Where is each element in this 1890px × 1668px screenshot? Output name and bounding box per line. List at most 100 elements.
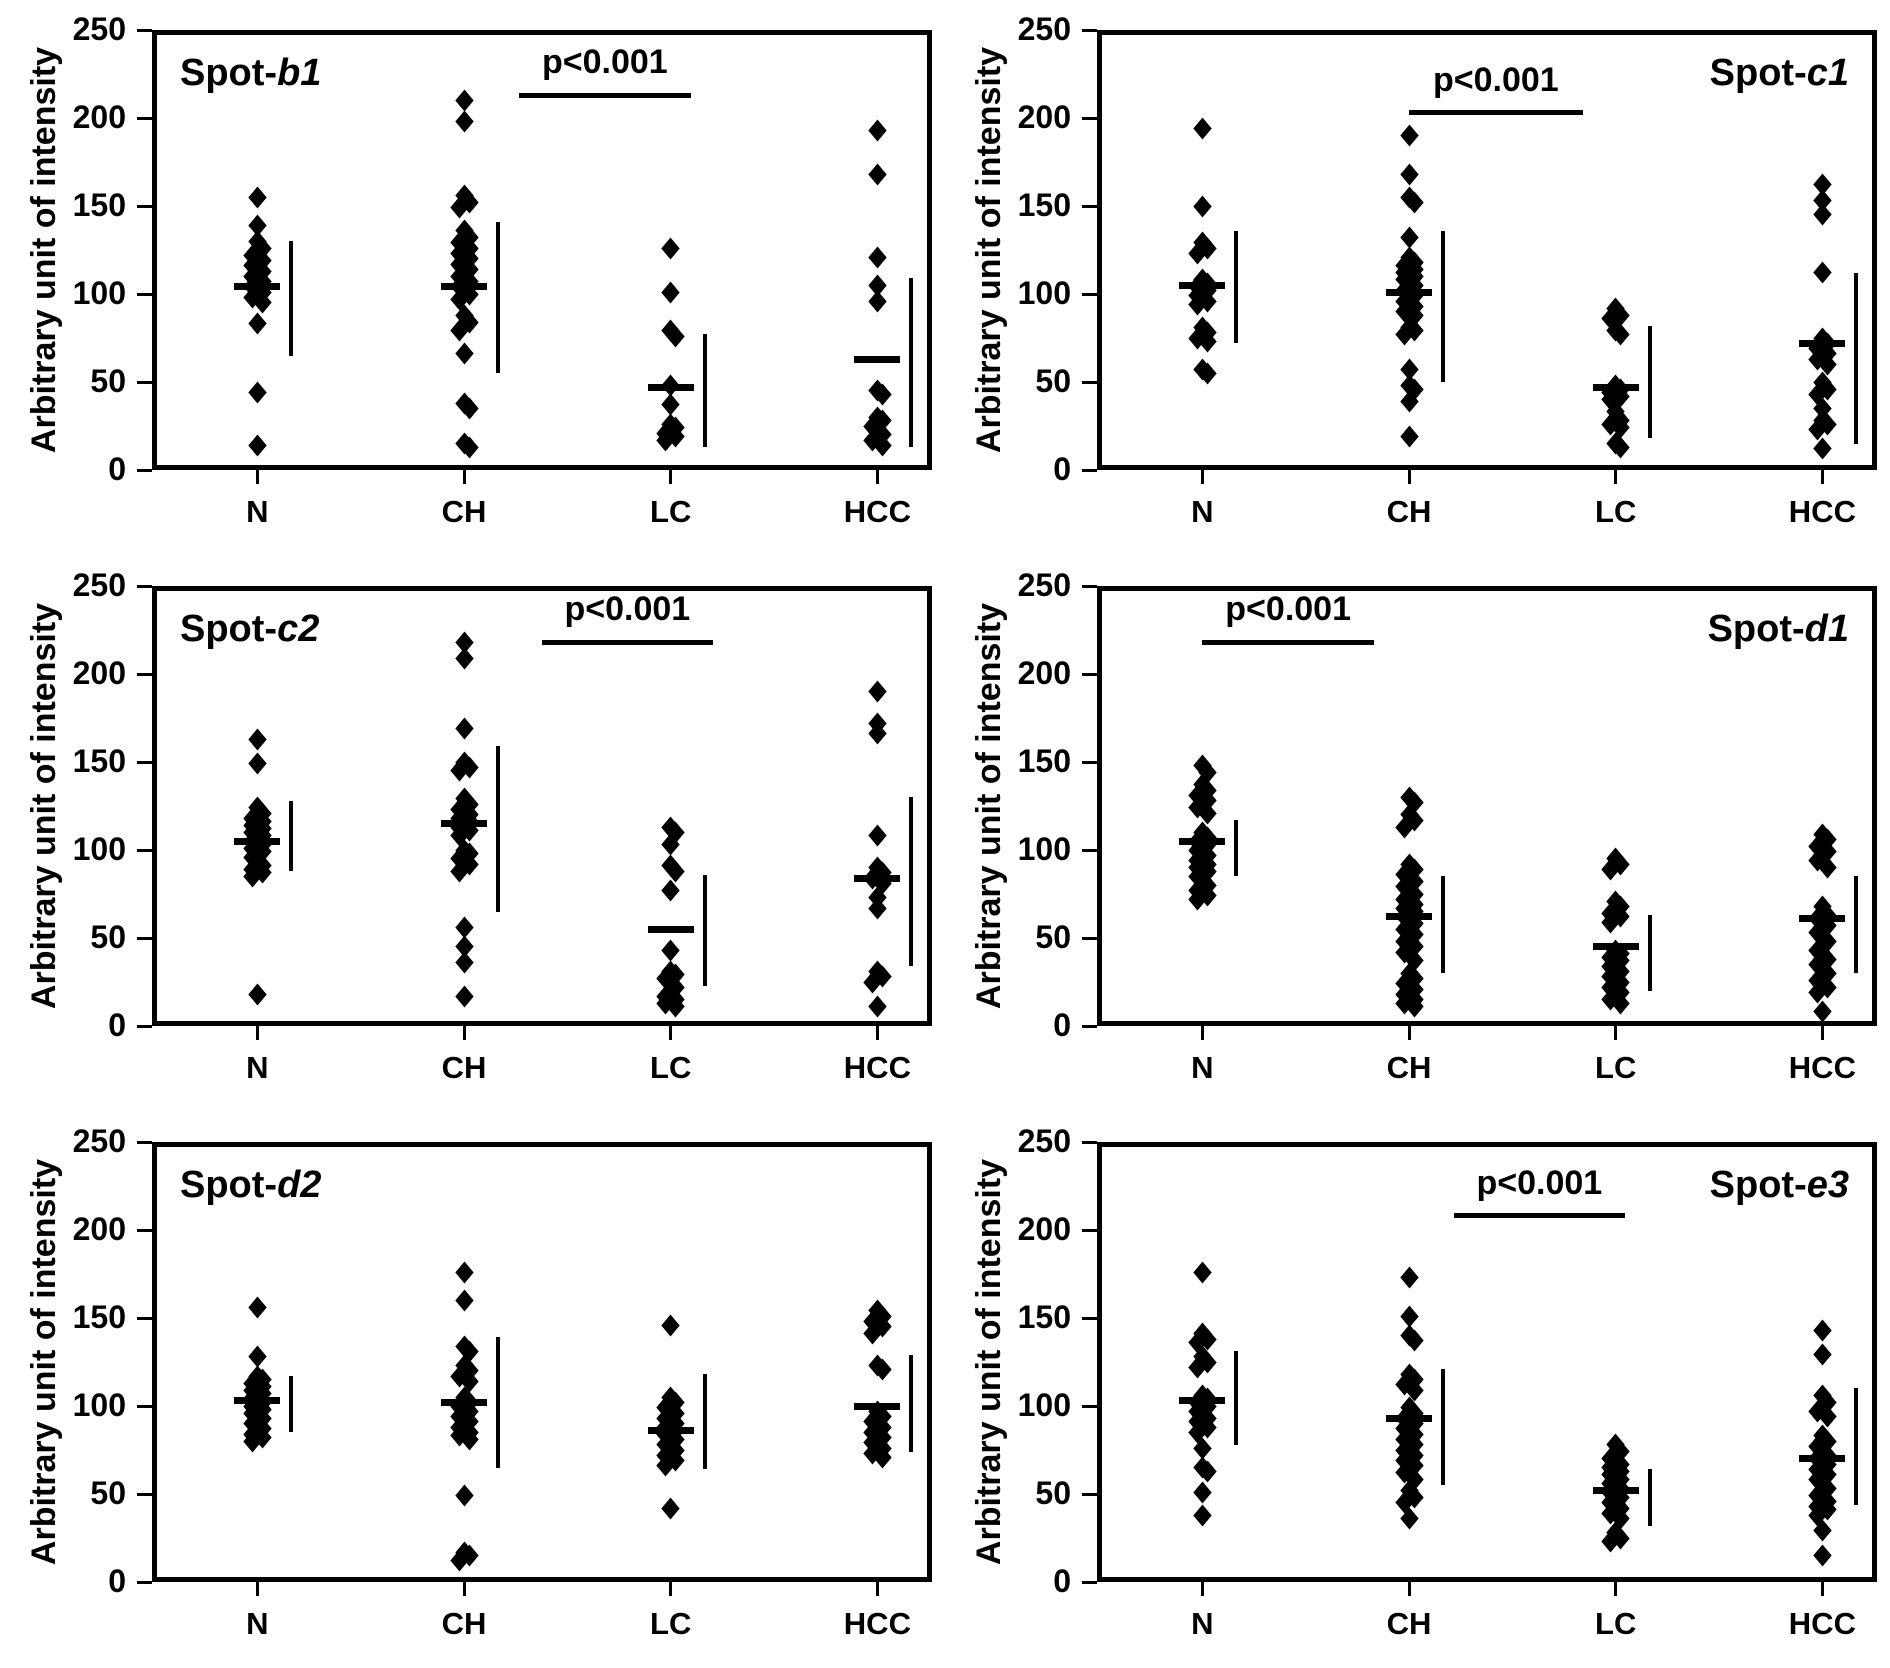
x-tick-mark [255,1582,259,1596]
x-tick-mark [462,1026,466,1040]
y-axis-label: Arbitrary unit of intensity [970,602,1008,1010]
median-bar [234,1397,281,1405]
x-tick-label: LC [650,1050,692,1085]
range-line [1854,876,1859,974]
x-tick-mark [669,1026,673,1040]
panel-title: Spot-e3 [1710,1164,1849,1207]
panel-title-prefix: Spot- [1707,608,1805,650]
panel-title-suffix: e3 [1806,1164,1849,1206]
y-tick-label: 0 [1053,1007,1071,1043]
range-line [1441,876,1445,974]
y-tick-label: 0 [1053,451,1071,487]
median-bar [1386,913,1432,921]
y-tick-label: 250 [1017,567,1071,603]
y-tick-label: 50 [90,919,126,955]
panel-title: Spot-c2 [180,608,319,651]
panel-title: Spot-b1 [180,52,321,95]
panel-title-prefix: Spot- [180,52,278,94]
significance-label: p<0.001 [1225,590,1351,629]
y-tick-label: 250 [72,1123,126,1159]
x-tick-label: CH [441,1606,487,1641]
y-tick-label: 50 [90,363,126,399]
x-tick-label: N [246,1050,269,1085]
median-bar [1179,837,1226,845]
significance-bar [1202,639,1374,645]
range-line [702,874,707,986]
y-tick-label: 200 [72,99,126,135]
panel-spot-d1: Arbitrary unit of intensity 0 50 100 150 200 2… [945,556,1890,1112]
panel-spot-d2: Arbitrary unit of intensity 0 50 100 150 200 2… [0,1112,945,1668]
panel-title-prefix: Spot- [1709,52,1807,94]
x-tick-label: CH [441,1050,487,1085]
range-line [1647,325,1652,439]
median-bar [234,283,281,291]
y-tick-mark [137,380,152,384]
y-tick-mark [137,936,152,940]
y-tick-mark [1082,936,1097,940]
y-tick-label: 50 [90,1475,126,1511]
y-axis-label: Arbitrary unit of intensity [970,46,1008,454]
median-bar [1799,339,1846,347]
x-tick-label: HCC [843,1050,911,1085]
x-tick-mark [1407,1582,1411,1596]
panel-title-suffix: d2 [277,1164,322,1206]
x-tick-label: HCC [1788,494,1856,529]
significance-label: p<0.001 [541,43,668,82]
x-tick-label: CH [1386,1050,1432,1085]
range-line [496,746,500,912]
x-tick-mark [1614,1582,1618,1596]
y-axis-label: Arbitrary unit of intensity [970,1158,1008,1566]
x-tick-mark [255,1026,259,1040]
y-tick-label: 150 [72,187,126,223]
median-bar [234,837,281,845]
x-tick-mark [1820,1582,1824,1596]
x-tick-mark [1614,1026,1618,1040]
x-tick-label: HCC [1788,1050,1856,1085]
y-tick-mark [137,292,152,296]
y-tick-label: 100 [72,1387,126,1423]
plot-area [1097,30,1877,470]
x-tick-mark [462,1582,466,1596]
significance-bar [1409,110,1583,116]
median-bar [647,383,694,391]
x-tick-label: HCC [843,1606,911,1641]
x-tick-label: N [246,494,269,529]
x-tick-label: CH [1386,1606,1432,1641]
y-tick-label: 150 [1017,1299,1071,1335]
y-tick-mark [137,1580,152,1584]
x-tick-mark [1200,1582,1204,1596]
y-tick-label: 250 [1017,1123,1071,1159]
y-axis-label: Arbitrary unit of intensity [25,1158,63,1566]
y-tick-mark [1082,848,1097,852]
y-tick-mark [137,1492,152,1496]
x-tick-mark [1200,470,1204,484]
y-tick-label: 100 [1017,275,1071,311]
x-tick-label: CH [1386,494,1432,529]
y-tick-mark [1082,204,1097,208]
median-bar [1592,383,1639,391]
significance-bar [519,92,691,98]
x-tick-mark [1407,1026,1411,1040]
y-tick-mark [137,1316,152,1320]
median-bar [854,355,901,363]
y-tick-mark [1082,1404,1097,1408]
panel-spot-e3: Arbitrary unit of intensity 0 50 100 150 200 2… [945,1112,1890,1668]
panel-spot-c1: Arbitrary unit of intensity 0 50 100 150 200 2… [945,0,1890,556]
y-tick-label: 100 [1017,831,1071,867]
y-tick-label: 0 [108,1563,126,1599]
y-tick-mark [137,1404,152,1408]
significance-bar [1454,1213,1625,1219]
range-line [289,800,294,872]
y-tick-mark [137,1024,152,1028]
y-tick-label: 50 [1035,919,1071,955]
y-tick-mark [1082,1140,1097,1144]
median-bar [1179,281,1226,289]
significance-bar [542,639,713,645]
range-line [1647,915,1652,991]
range-line [702,334,707,448]
y-tick-label: 250 [72,11,126,47]
panel-title-prefix: Spot- [1709,1164,1807,1206]
x-tick-mark [875,1582,879,1596]
x-tick-mark [1200,1026,1204,1040]
panel-title: Spot-c1 [1710,52,1849,95]
